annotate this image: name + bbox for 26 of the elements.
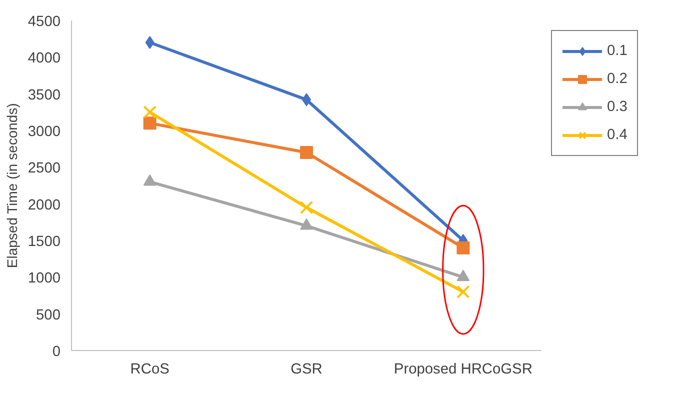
point <box>456 270 470 282</box>
point <box>456 241 470 254</box>
y-tick-label: 500 <box>36 307 61 324</box>
y-tick-label: 4500 <box>28 14 61 30</box>
y-tick-label: 4000 <box>28 50 61 67</box>
point <box>143 116 156 130</box>
y-tick-label: 3500 <box>28 87 61 104</box>
point <box>300 146 313 159</box>
y-tick-label: 1500 <box>28 234 61 250</box>
point <box>145 36 154 49</box>
legend-label: 0.4 <box>607 127 628 143</box>
y-tick-label: 1000 <box>28 270 61 287</box>
y-tick-label: 2500 <box>28 160 61 177</box>
y-tick-label: 0 <box>52 344 61 360</box>
y-tick-label: 2000 <box>28 197 61 214</box>
legend-label: 0.1 <box>607 43 628 59</box>
x-tick-label: RCoS <box>130 362 170 378</box>
y-tick-label: 3000 <box>28 124 61 140</box>
legend-label: 0.2 <box>607 71 628 87</box>
point <box>456 285 470 298</box>
y-axis-title: Elapsed Time (in seconds) <box>4 103 20 268</box>
point <box>300 200 314 214</box>
point <box>143 106 156 119</box>
legend-label: 0.3 <box>607 99 628 115</box>
x-tick-label: GSR <box>290 362 322 378</box>
x-tick-label: Proposed HRCoGSR <box>394 362 532 378</box>
